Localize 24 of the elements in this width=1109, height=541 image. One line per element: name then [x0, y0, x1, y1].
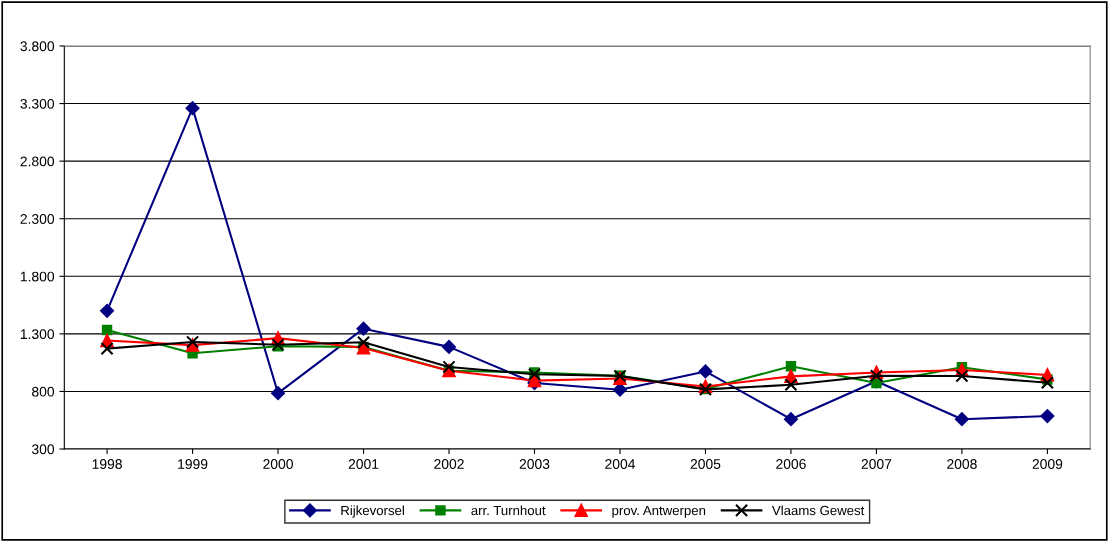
y-tick-label: 2.300: [20, 214, 55, 224]
x-tick-label: 1998: [92, 459, 122, 469]
x-tick-label: 2004: [605, 459, 636, 469]
y-tick-label: 2.800: [20, 156, 55, 167]
y-tick-label: 300: [31, 444, 55, 455]
x-tick-label: 2003: [519, 459, 550, 469]
x-tick-label: 2001: [348, 459, 379, 469]
x-tick-label: 2009: [1032, 459, 1063, 469]
x-tick-label: 2006: [776, 459, 806, 469]
y-tick-label: 1.300: [20, 329, 55, 340]
x-tick-label: 2008: [947, 459, 977, 469]
y-tick-label: 1.800: [20, 271, 55, 282]
x-tick-label: 1999: [178, 459, 208, 469]
x-tick-label: 2005: [690, 459, 721, 469]
y-tick-label: 3.300: [20, 98, 55, 109]
x-tick-label: 2007: [861, 459, 892, 469]
legend-label: Vlaams Gewest: [771, 505, 865, 516]
y-tick-label: 3.800: [20, 41, 55, 52]
legend-label: prov. Antwerpen: [612, 505, 706, 518]
y-tick-label: 800: [32, 386, 55, 397]
x-tick-label: 2002: [434, 459, 464, 469]
legend-label: arr. Turnhout: [471, 505, 546, 516]
legend-label: Rijkevorsel: [341, 505, 404, 518]
x-tick-label: 2000: [263, 459, 293, 469]
